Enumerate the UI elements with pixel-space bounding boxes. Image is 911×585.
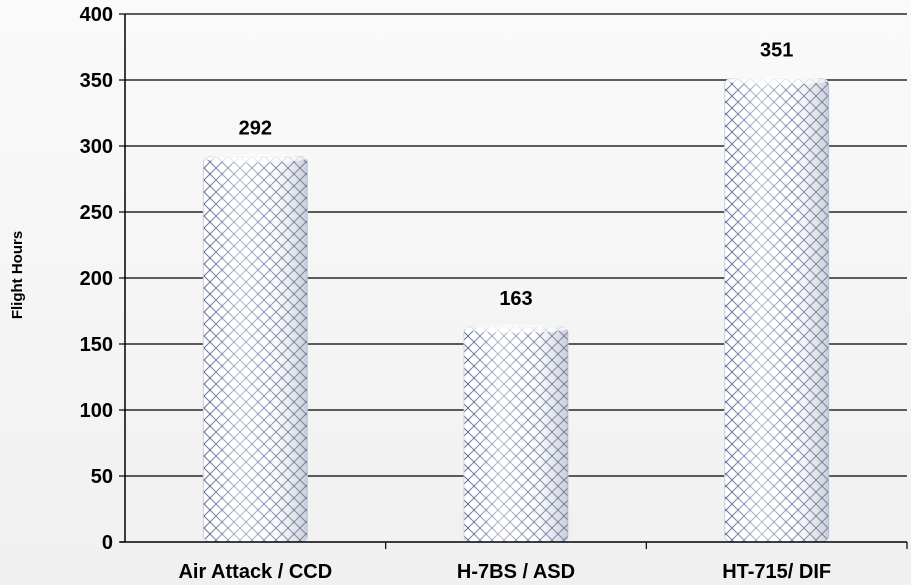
data-labels: 292 163 351 [239, 40, 794, 310]
x-tick-label: Air Attack / CCD [178, 561, 332, 583]
x-tick-label: HT-715/ DIF [722, 561, 831, 583]
bar [724, 76, 830, 543]
y-tick-label: 200 [80, 268, 113, 290]
y-tick-label: 50 [91, 466, 113, 488]
x-axis-ticks: Air Attack / CCD H-7BS / ASD HT-715/ DIF [178, 542, 908, 583]
y-tick-label: 0 [102, 532, 113, 554]
y-tick-label: 150 [80, 334, 113, 356]
y-tick-label: 250 [80, 202, 113, 224]
data-label: 292 [239, 118, 272, 140]
y-tick-label: 400 [80, 4, 113, 26]
y-axis-ticks: 0 50 100 150 200 250 300 350 400 [80, 4, 125, 554]
bar [463, 324, 569, 543]
data-label: 351 [760, 40, 793, 62]
x-tick-label: H-7BS / ASD [457, 561, 575, 583]
y-axis-title: Flight Hours [9, 231, 26, 319]
y-tick-label: 350 [80, 70, 113, 92]
bars [202, 76, 830, 543]
y-tick-label: 100 [80, 400, 113, 422]
data-label: 163 [499, 288, 532, 310]
bar [202, 154, 308, 543]
y-tick-label: 300 [80, 136, 113, 158]
